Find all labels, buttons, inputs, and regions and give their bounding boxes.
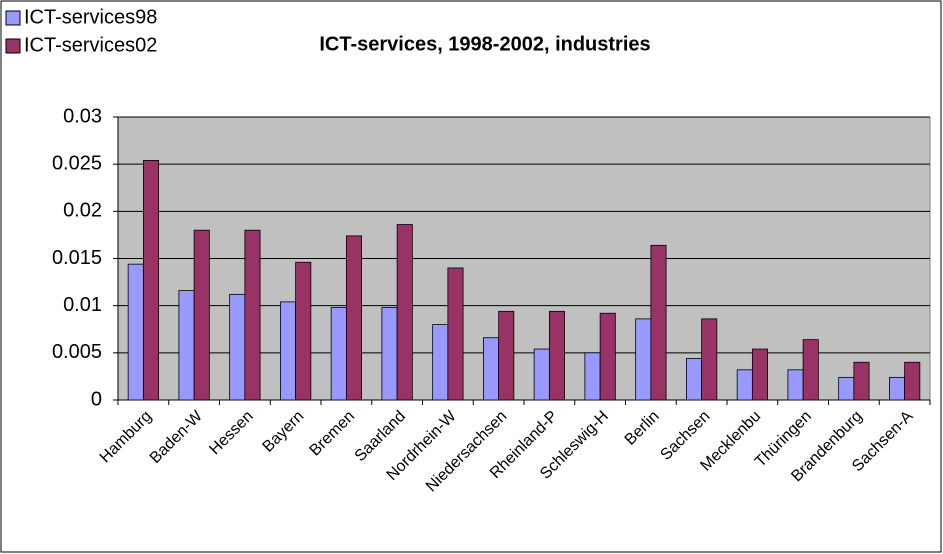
bar (889, 376, 906, 401)
bar (635, 318, 652, 401)
bar (482, 337, 500, 401)
bar (381, 307, 398, 401)
bar (838, 376, 855, 401)
legend-label: ICT-services02 (24, 34, 157, 56)
y-tick-label: 0.025 (52, 152, 102, 174)
bar (330, 307, 347, 401)
bar (432, 324, 449, 401)
bar (279, 301, 297, 401)
bar (345, 235, 363, 401)
bar (701, 318, 718, 401)
bar (802, 339, 819, 401)
y-tick-label: 0 (91, 388, 102, 410)
bar (584, 352, 601, 401)
y-tick-label: 0.005 (52, 341, 102, 363)
bar (229, 293, 246, 401)
chart-title: ICT-services, 1998-2002, industries (319, 33, 650, 55)
y-tick-label: 0.01 (63, 294, 102, 316)
bar (533, 348, 550, 401)
bar (127, 263, 144, 401)
legend-swatch (5, 38, 21, 54)
bar (904, 361, 921, 401)
bar (853, 361, 870, 401)
y-tick-label: 0.03 (63, 105, 102, 127)
bar (142, 159, 160, 401)
bar (736, 369, 753, 401)
bar (548, 310, 566, 401)
bar (447, 267, 464, 401)
bar (178, 290, 195, 401)
bar (498, 310, 515, 401)
legend-swatch (5, 10, 21, 26)
y-tick-label: 0.02 (63, 200, 102, 222)
bar (686, 358, 703, 401)
bar (650, 244, 667, 401)
bar (396, 224, 413, 401)
bar (599, 312, 616, 401)
y-tick-label: 0.015 (52, 247, 102, 269)
legend-label: ICT-services98 (24, 6, 157, 28)
bar (295, 261, 312, 401)
bar (244, 229, 261, 401)
bar (787, 369, 804, 401)
bar (193, 229, 210, 401)
bar (751, 348, 769, 401)
